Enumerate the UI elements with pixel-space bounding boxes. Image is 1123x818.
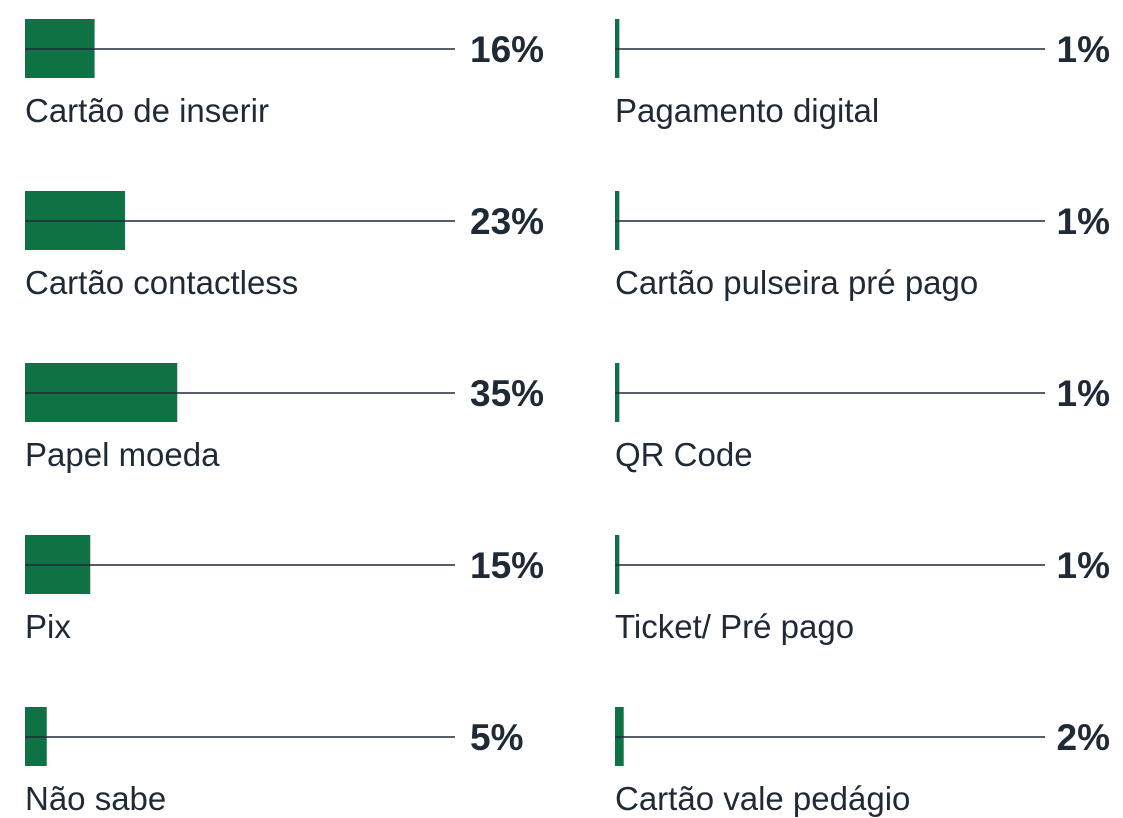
- value-label: 2%: [1057, 717, 1110, 758]
- value-label: 35%: [470, 373, 544, 414]
- value-label: 23%: [470, 201, 544, 242]
- value-label: 1%: [1057, 373, 1110, 414]
- value-label: 1%: [1057, 201, 1110, 242]
- category-label: Cartão vale pedágio: [615, 780, 910, 817]
- category-label: QR Code: [615, 436, 753, 473]
- category-label: Não sabe: [25, 780, 166, 817]
- value-label: 16%: [470, 29, 544, 70]
- category-label: Ticket/ Pré pago: [615, 608, 854, 645]
- value-label: 15%: [470, 545, 544, 586]
- category-label: Cartão contactless: [25, 264, 298, 301]
- value-label: 1%: [1057, 545, 1110, 586]
- category-label: Pagamento digital: [615, 92, 879, 129]
- value-label: 5%: [470, 717, 523, 758]
- value-label: 1%: [1057, 29, 1110, 70]
- category-label: Cartão de inserir: [25, 92, 269, 129]
- category-label: Pix: [25, 608, 71, 645]
- category-label: Cartão pulseira pré pago: [615, 264, 978, 301]
- category-label: Papel moeda: [25, 436, 220, 473]
